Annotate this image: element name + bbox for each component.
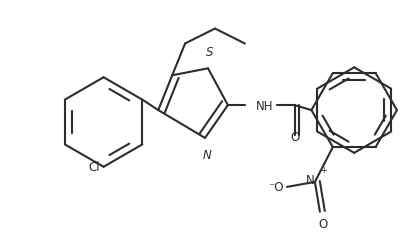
Text: S: S (206, 46, 214, 59)
Text: Cl: Cl (88, 160, 99, 173)
Text: N: N (203, 148, 211, 161)
Text: O: O (290, 130, 299, 143)
Text: O: O (318, 217, 327, 230)
Text: +: + (320, 165, 327, 174)
Text: ⁻O: ⁻O (269, 181, 284, 194)
Text: N: N (306, 174, 315, 187)
Text: NH: NH (256, 99, 273, 112)
